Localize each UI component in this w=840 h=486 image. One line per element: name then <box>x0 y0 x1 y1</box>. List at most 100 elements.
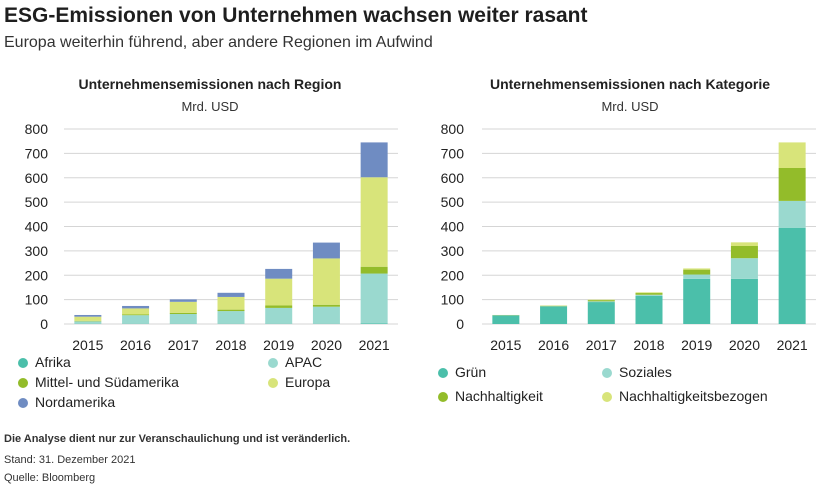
bar-segment-nachhaltigkeitsbezogen-2018 <box>635 292 663 294</box>
x-tick-label: 2016 <box>538 337 569 353</box>
bar-segment-nachhaltigkeit-2021 <box>778 168 806 201</box>
x-tick-label: 2020 <box>311 337 342 353</box>
bar-segment-soziales-2019 <box>683 274 711 279</box>
legend-label: APAC <box>285 354 323 370</box>
bar-segment-mittel-und-suedamerika-2018 <box>217 309 245 312</box>
bar-segment-nachhaltigkeit-2017 <box>587 300 615 302</box>
bar-segment-europa-2016 <box>122 308 150 315</box>
legend-swatch <box>18 378 28 388</box>
legend-swatch <box>602 368 612 378</box>
y-tick-label: 100 <box>25 292 49 308</box>
y-tick-label: 600 <box>25 170 49 186</box>
legend-label: Afrika <box>35 354 71 370</box>
legend-swatch <box>18 358 28 368</box>
bar-segment-nachhaltigkeit-2019 <box>683 269 711 275</box>
page-subtitle: Europa weiterhin führend, aber andere Re… <box>4 34 433 51</box>
legend-item-nordamerika: Nordamerika <box>18 394 115 410</box>
bar-segment-nordamerika-2015 <box>74 314 102 317</box>
bar-segment-soziales-2020 <box>730 258 758 279</box>
chart-title-category: Unternehmensemissionen nach Kategorie <box>489 76 771 92</box>
legend-item-apac: APAC <box>268 354 322 370</box>
y-tick-label: 300 <box>25 243 49 259</box>
chart-panel-region: Unternehmensemissionen nach Region Mrd. … <box>0 70 420 420</box>
x-tick-label: 2016 <box>120 337 151 353</box>
bar-segment-mittel-und-suedamerika-2021 <box>360 266 388 274</box>
x-tick-label: 2021 <box>777 337 808 353</box>
x-tick-label: 2021 <box>359 337 390 353</box>
x-tick-label: 2017 <box>168 337 199 353</box>
x-tick-label: 2019 <box>263 337 294 353</box>
bar-segment-nachhaltigkeitsbezogen-2020 <box>730 242 758 246</box>
bar-segment-nordamerika-2020 <box>312 242 340 259</box>
bar-segment-gruen-2018 <box>635 295 663 324</box>
bar-segment-soziales-2017 <box>587 301 615 303</box>
y-tick-label: 700 <box>25 145 49 161</box>
bar-segment-apac-2018 <box>217 311 245 324</box>
y-tick-label: 700 <box>441 145 465 161</box>
bar-segment-apac-2021 <box>360 273 388 324</box>
bar-segment-soziales-2021 <box>778 200 806 228</box>
legend-item-gruen: Grün <box>438 364 486 380</box>
legend-swatch <box>268 378 278 388</box>
bar-segment-mittel-und-suedamerika-2020 <box>312 304 340 307</box>
bar-segment-nordamerika-2018 <box>217 292 245 297</box>
x-tick-label: 2018 <box>215 337 246 353</box>
bar-chart-region: 800 700 600 500 400 300 200 100 0 2015 2016 2017 201… <box>25 121 398 353</box>
legend-label: Nachhaltigkeitsbezogen <box>619 388 768 404</box>
page-title: ESG-Emissionen von Unternehmen wachsen w… <box>4 4 588 27</box>
footnote-stand: Stand: 31. Dezember 2021 <box>4 454 136 466</box>
y-tick-label: 800 <box>25 121 49 137</box>
legend-label: Soziales <box>619 364 672 380</box>
legend-label: Europa <box>285 374 331 390</box>
bar-segment-europa-2019 <box>265 278 293 306</box>
bar-segment-europa-2015 <box>74 316 102 321</box>
legend-item-europa: Europa <box>268 374 330 390</box>
x-tick-label: 2015 <box>490 337 521 353</box>
bar-segment-gruen-2017 <box>587 302 615 324</box>
bar-segment-nordamerika-2021 <box>360 142 388 178</box>
legend-label: Grün <box>455 364 487 380</box>
y-tick-label: 800 <box>441 121 465 137</box>
legend-swatch <box>18 398 28 408</box>
bar-segment-europa-2017 <box>169 301 197 313</box>
legend-swatch <box>438 392 448 402</box>
bar-chart-category: 800 700 600 500 400 300 200 100 0 2015 2016 2017 201… <box>441 121 816 353</box>
legend-item-soziales: Soziales <box>602 364 672 380</box>
legend-swatch <box>602 392 612 402</box>
bar-segment-nachhaltigkeit-2018 <box>635 293 663 295</box>
bar-segment-apac-2016 <box>122 315 150 324</box>
chart-panel-category: Unternehmensemissionen nach Kategorie Mr… <box>420 70 840 420</box>
legend-label: Mittel- und Südamerika <box>35 374 179 390</box>
bar-segment-mittel-und-suedamerika-2016 <box>122 314 150 316</box>
bar-segment-gruen-2015 <box>492 315 520 324</box>
y-tick-label: 0 <box>456 316 464 332</box>
y-tick-label: 500 <box>25 194 49 210</box>
legend-swatch <box>438 368 448 378</box>
bar-segment-nachhaltigkeitsbezogen-2019 <box>683 268 711 270</box>
bar-segment-europa-2020 <box>312 258 340 305</box>
bar-segment-nordamerika-2017 <box>169 299 197 302</box>
bar-segment-europa-2018 <box>217 296 245 310</box>
y-tick-label: 200 <box>25 267 49 283</box>
y-tick-label: 500 <box>441 194 465 210</box>
bar-segment-gruen-2021 <box>778 227 806 324</box>
x-tick-label: 2015 <box>72 337 103 353</box>
bar-segment-gruen-2016 <box>540 306 568 324</box>
bar-segment-nordamerika-2019 <box>265 268 293 279</box>
bar-segment-gruen-2019 <box>683 278 711 324</box>
x-tick-label: 2020 <box>729 337 760 353</box>
legend-swatch <box>268 358 278 368</box>
legend-item-mittel-und-suedamerika: Mittel- und Südamerika <box>18 374 179 390</box>
chart-title-region: Unternehmensemissionen nach Region <box>78 76 342 92</box>
bar-segment-nachhaltigkeit-2020 <box>730 246 758 259</box>
legend-item-nachhaltigkeit: Nachhaltigkeit <box>438 388 543 404</box>
legend-item-afrika: Afrika <box>18 354 71 370</box>
footnote-source: Quelle: Bloomberg <box>4 472 96 484</box>
bar-segment-europa-2021 <box>360 177 388 267</box>
legend-label: Nachhaltigkeit <box>455 388 543 404</box>
y-tick-label: 400 <box>25 219 49 235</box>
chart-unit-region: Mrd. USD <box>181 99 239 114</box>
bar-segment-nachhaltigkeitsbezogen-2021 <box>778 142 806 168</box>
y-tick-label: 100 <box>441 292 465 308</box>
x-tick-label: 2018 <box>633 337 664 353</box>
